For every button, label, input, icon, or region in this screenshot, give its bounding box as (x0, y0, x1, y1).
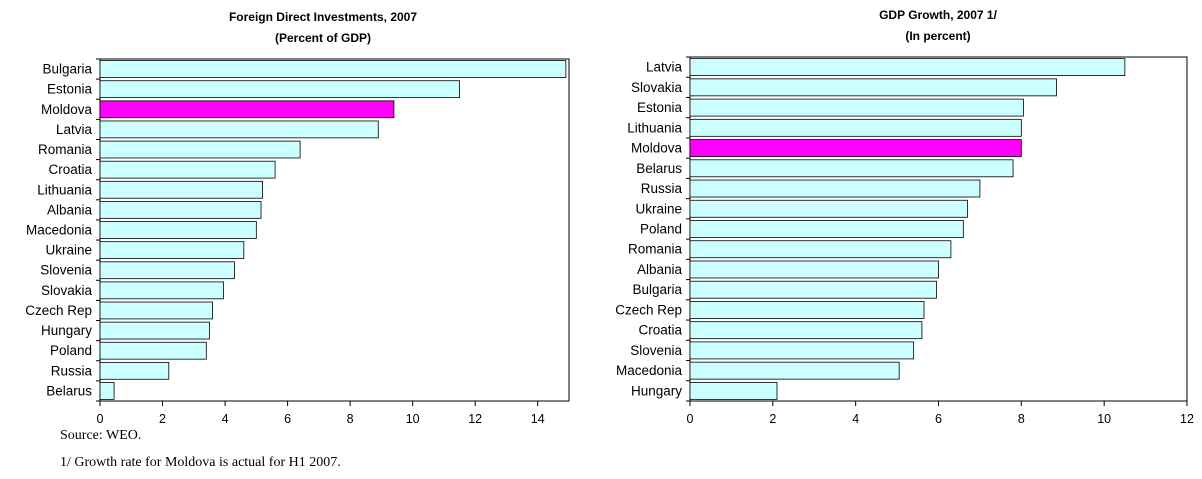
gdp-category-label-lithuania: Lithuania (627, 120, 682, 135)
fdi-category-label-belarus: Belarus (46, 383, 92, 398)
fdi-x-tick-label-6: 6 (284, 412, 291, 426)
fdi-bar-moldova (99, 100, 395, 119)
fdi-chart-subtitle: (Percent of GDP) (275, 31, 371, 45)
gdp-bar-czech-rep (689, 301, 925, 319)
gdp-bar-poland (689, 220, 964, 238)
fdi-category-label-bulgaria: Bulgaria (42, 62, 92, 77)
fdi-bar-lithuania (99, 180, 263, 199)
gdp-category-label-czech-rep: Czech Rep (615, 302, 682, 317)
fdi-category-label-ukraine: Ukraine (45, 243, 92, 258)
gdp-category-label-macedonia: Macedonia (616, 363, 683, 378)
fdi-bar-latvia (99, 120, 379, 139)
gdp-category-label-romania: Romania (628, 242, 683, 257)
gdp-bar-bulgaria (689, 280, 937, 299)
fdi-category-label-croatia: Croatia (48, 162, 92, 177)
fdi-bar-hungary (99, 321, 210, 340)
gdp-category-label-hungary: Hungary (631, 383, 682, 398)
gdp-category-label-poland: Poland (640, 222, 682, 237)
gdp-category-label-ukraine: Ukraine (635, 201, 682, 216)
gdp-bar-romania (689, 240, 952, 259)
fdi-bar-belarus (99, 382, 115, 400)
gdp-bar-lithuania (689, 118, 1022, 137)
fdi-x-tick-label-14: 14 (531, 412, 545, 426)
fdi-category-label-albania: Albania (47, 202, 93, 217)
fdi-bar-slovenia (99, 261, 235, 280)
gdp-category-label-bulgaria: Bulgaria (632, 282, 682, 297)
fdi-bar-romania (99, 140, 301, 159)
gdp-category-label-latvia: Latvia (646, 60, 683, 75)
gdp-chart-subtitle: (In percent) (905, 29, 970, 43)
fdi-bar-poland (99, 341, 207, 360)
gdp-bar-estonia (689, 98, 1024, 117)
gdp-bar-belarus (689, 159, 1014, 178)
gdp-category-label-russia: Russia (641, 181, 683, 196)
fdi-category-label-czech-rep: Czech Rep (25, 303, 92, 318)
gdp-x-tick-label-10: 10 (1097, 412, 1111, 426)
gdp-category-label-estonia: Estonia (637, 100, 683, 115)
gdp-x-tick-label-4: 4 (852, 412, 859, 426)
fdi-category-label-poland: Poland (50, 343, 92, 358)
fdi-bar-macedonia (99, 221, 257, 239)
gdp-category-label-slovenia: Slovenia (630, 343, 682, 358)
fdi-bar-czech-rep (99, 301, 213, 320)
gdp-x-tick-label-8: 8 (1018, 412, 1025, 426)
fdi-chart: Foreign Direct Investments, 2007 (Percent… (25, 10, 570, 426)
gdp-bar-albania (689, 260, 939, 279)
gdp-category-label-belarus: Belarus (636, 161, 682, 176)
fdi-bar-albania (99, 201, 262, 219)
gdp-bar-macedonia (689, 361, 900, 380)
gdp-bar-hungary (689, 381, 778, 400)
fdi-category-label-hungary: Hungary (41, 323, 92, 338)
fdi-category-label-slovenia: Slovenia (40, 263, 92, 278)
fdi-x-tick-label-4: 4 (222, 412, 229, 426)
gdp-category-label-slovakia: Slovakia (631, 80, 683, 95)
gdp-category-label-croatia: Croatia (638, 323, 682, 338)
fdi-x-tick-label-10: 10 (406, 412, 420, 426)
fdi-category-label-lithuania: Lithuania (37, 182, 92, 197)
gdp-x-tick-label-2: 2 (769, 412, 776, 426)
fdi-category-label-russia: Russia (51, 363, 93, 378)
gdp-bar-slovakia (689, 78, 1057, 97)
fdi-category-label-slovakia: Slovakia (41, 283, 93, 298)
fdi-category-label-moldova: Moldova (41, 102, 93, 117)
gdp-bar-moldova (689, 139, 1022, 157)
fdi-x-tick-label-0: 0 (97, 412, 104, 426)
source-note: Source: WEO. (60, 428, 142, 443)
fdi-bar-estonia (99, 80, 460, 99)
fdi-chart-title: Foreign Direct Investments, 2007 (229, 10, 417, 24)
fdi-bar-bulgaria (99, 60, 567, 78)
gdp-x-tick-label-6: 6 (935, 412, 942, 426)
gdp-category-label-albania: Albania (637, 262, 683, 277)
gdp-bar-ukraine (689, 199, 968, 218)
gdp-growth-chart: GDP Growth, 2007 1/ (In percent) Latvia Slo… (615, 8, 1194, 426)
gdp-bar-croatia (689, 321, 923, 340)
fdi-category-label-estonia: Estonia (47, 82, 93, 97)
gdp-x-tick-label-12: 12 (1180, 412, 1194, 426)
fdi-category-label-latvia: Latvia (56, 122, 93, 137)
fdi-x-tick-label-2: 2 (159, 412, 166, 426)
fdi-bar-russia (99, 361, 170, 380)
fdi-category-label-romania: Romania (38, 142, 93, 157)
gdp-bar-slovenia (689, 341, 915, 360)
fdi-bar-croatia (99, 160, 276, 179)
gdp-category-label-moldova: Moldova (631, 141, 683, 156)
fdi-x-tick-label-12: 12 (468, 412, 482, 426)
fdi-category-label-macedonia: Macedonia (26, 223, 93, 238)
gdp-bar-russia (689, 179, 981, 198)
growth-footnote: 1/ Growth rate for Moldova is actual for… (60, 455, 341, 470)
fdi-x-tick-label-8: 8 (347, 412, 354, 426)
gdp-chart-title: GDP Growth, 2007 1/ (879, 8, 997, 22)
gdp-bar-latvia (689, 58, 1126, 77)
gdp-x-tick-label-0: 0 (687, 412, 694, 426)
fdi-bar-slovakia (99, 281, 224, 300)
fdi-bar-ukraine (99, 241, 245, 259)
